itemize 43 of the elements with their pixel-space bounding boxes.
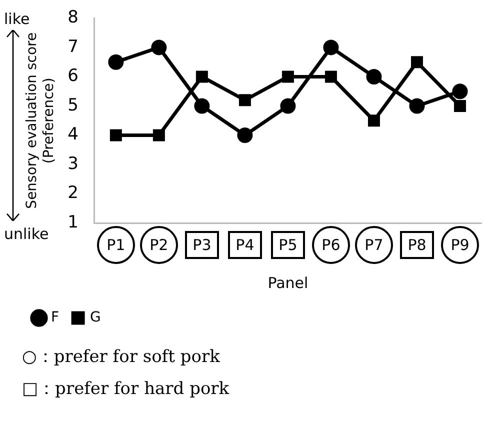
y-tick-label: 1 bbox=[68, 212, 78, 232]
x-tick-label: P1 bbox=[106, 236, 126, 254]
y-tick-label: 6 bbox=[68, 66, 78, 86]
point bbox=[152, 129, 165, 142]
point bbox=[194, 98, 210, 114]
x-tick-label: P6 bbox=[322, 236, 340, 254]
point bbox=[452, 84, 468, 100]
y-tick-label: 3 bbox=[68, 154, 78, 174]
point bbox=[110, 129, 122, 142]
y-tick-label: 2 bbox=[68, 183, 78, 204]
text: unlike bbox=[4, 225, 49, 243]
point bbox=[108, 54, 124, 70]
y-tick-label: 7 bbox=[68, 36, 78, 57]
point bbox=[323, 40, 339, 56]
point bbox=[151, 40, 167, 56]
point bbox=[282, 70, 294, 83]
x-tick-label: P3 bbox=[192, 236, 212, 254]
x-tick-label: P7 bbox=[364, 236, 384, 254]
x-tick-label: P8 bbox=[408, 236, 426, 254]
x-tick-label: P9 bbox=[450, 236, 470, 254]
point bbox=[368, 114, 380, 127]
text: ○：prefer for soft pork bbox=[22, 346, 220, 368]
point bbox=[454, 100, 466, 112]
y-tick-label: 8 bbox=[68, 8, 78, 28]
y-tick-label: 5 bbox=[68, 95, 78, 116]
point bbox=[196, 70, 208, 83]
point bbox=[238, 94, 251, 106]
x-tick-label: P2 bbox=[150, 236, 168, 254]
point bbox=[410, 56, 423, 68]
point bbox=[409, 98, 425, 114]
point bbox=[280, 98, 296, 114]
y-tick-label: 4 bbox=[68, 124, 78, 145]
text: like bbox=[4, 10, 30, 28]
point bbox=[237, 127, 253, 143]
point bbox=[366, 68, 382, 84]
legend-label: F bbox=[51, 310, 60, 326]
legend-label: G bbox=[90, 310, 101, 326]
x-tick-label: P5 bbox=[278, 236, 298, 254]
x-tick-label: P4 bbox=[236, 236, 254, 254]
y-axis-title: Sensory evaluation score (Preference) bbox=[24, 32, 57, 209]
text: □：prefer for hard pork bbox=[22, 378, 230, 400]
x-axis-title: Panel bbox=[268, 274, 308, 292]
point bbox=[324, 70, 337, 83]
